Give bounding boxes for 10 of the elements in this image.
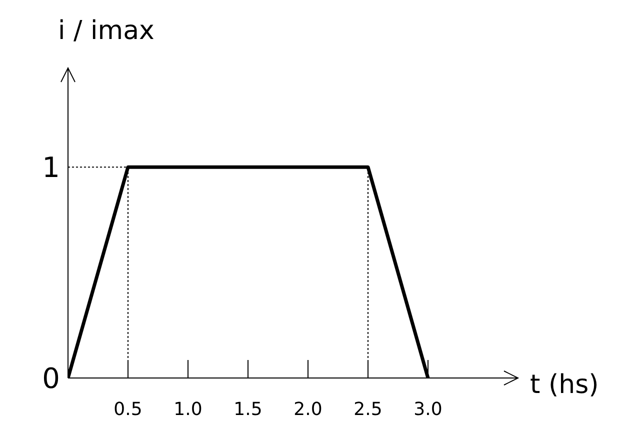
y-tick-label: 0 [42,362,60,395]
x-tick-label: 3.0 [414,398,442,420]
x-tick-label: 2.5 [354,398,382,420]
x-tick-label: 1.5 [234,398,262,420]
x-axis-title: t (hs) [530,370,599,400]
x-tick-label: 2.0 [294,398,322,420]
x-tick-label: 0.5 [114,398,142,420]
x-tick-label: 1.0 [174,398,202,420]
y-tick-label: 1 [42,151,60,184]
y-axis-title: i / imax [58,16,154,46]
